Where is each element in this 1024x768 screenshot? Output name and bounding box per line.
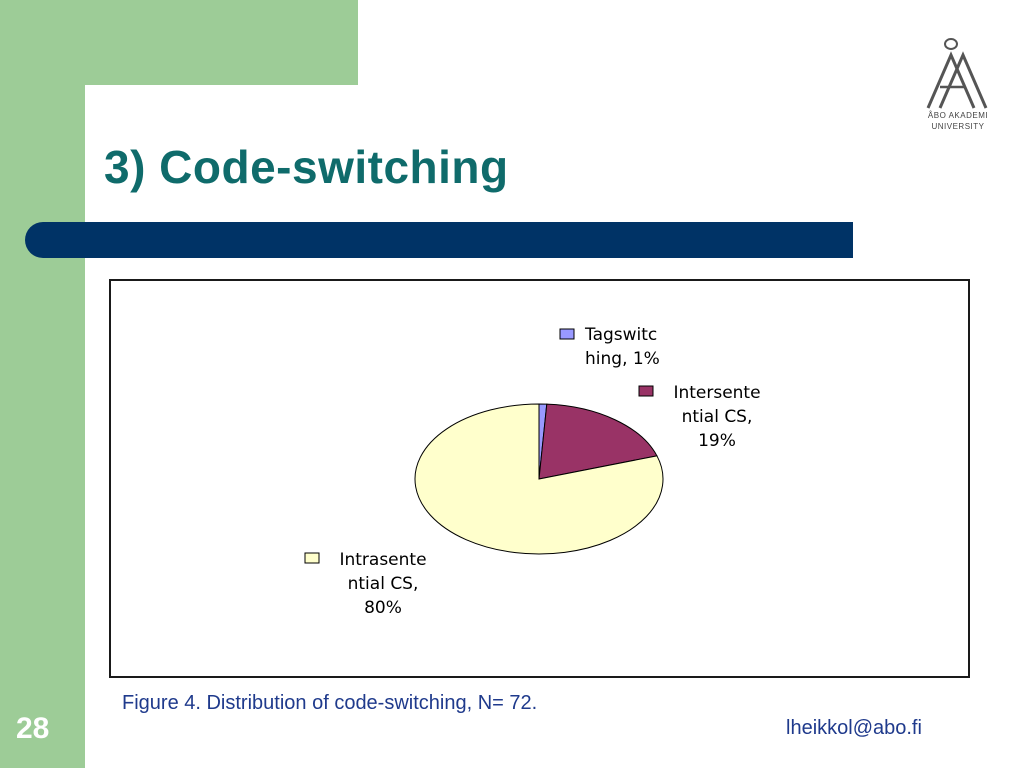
figure-caption: Figure 4. Distribution of code-switching…	[122, 692, 538, 714]
author-email: lheikkol@abo.fi	[786, 717, 922, 739]
green-side-band	[0, 0, 85, 768]
page-number: 28	[16, 712, 50, 745]
chart-frame: Tagswitc hing, 1% Intersente ntial CS, 19% In…	[109, 279, 970, 678]
legend-swatch-0	[559, 328, 575, 340]
slice-label-2: Intrasente ntial CS, 80%	[339, 550, 426, 618]
slice-label-1: Intersente ntial CS, 19%	[673, 383, 760, 451]
pie-slice-1	[538, 403, 658, 480]
title-underline-bar	[25, 222, 853, 258]
abo-akademi-logo-icon	[926, 38, 988, 109]
green-top-band	[0, 0, 358, 85]
legend-swatch-1	[638, 385, 654, 397]
logo-line-1: ÅBO AKADEMI	[927, 111, 989, 120]
content-corner	[85, 85, 205, 205]
legend-swatch-2	[304, 552, 320, 564]
pie-slice-2	[414, 403, 664, 555]
logo-line-2: UNIVERSITY	[931, 122, 985, 131]
slice-label-0: Tagswitc hing, 1%	[584, 325, 660, 369]
pie-chart: Tagswitc hing, 1% Intersente ntial CS, 19% In…	[304, 325, 761, 618]
slide-title: 3) Code-switching	[104, 141, 509, 193]
